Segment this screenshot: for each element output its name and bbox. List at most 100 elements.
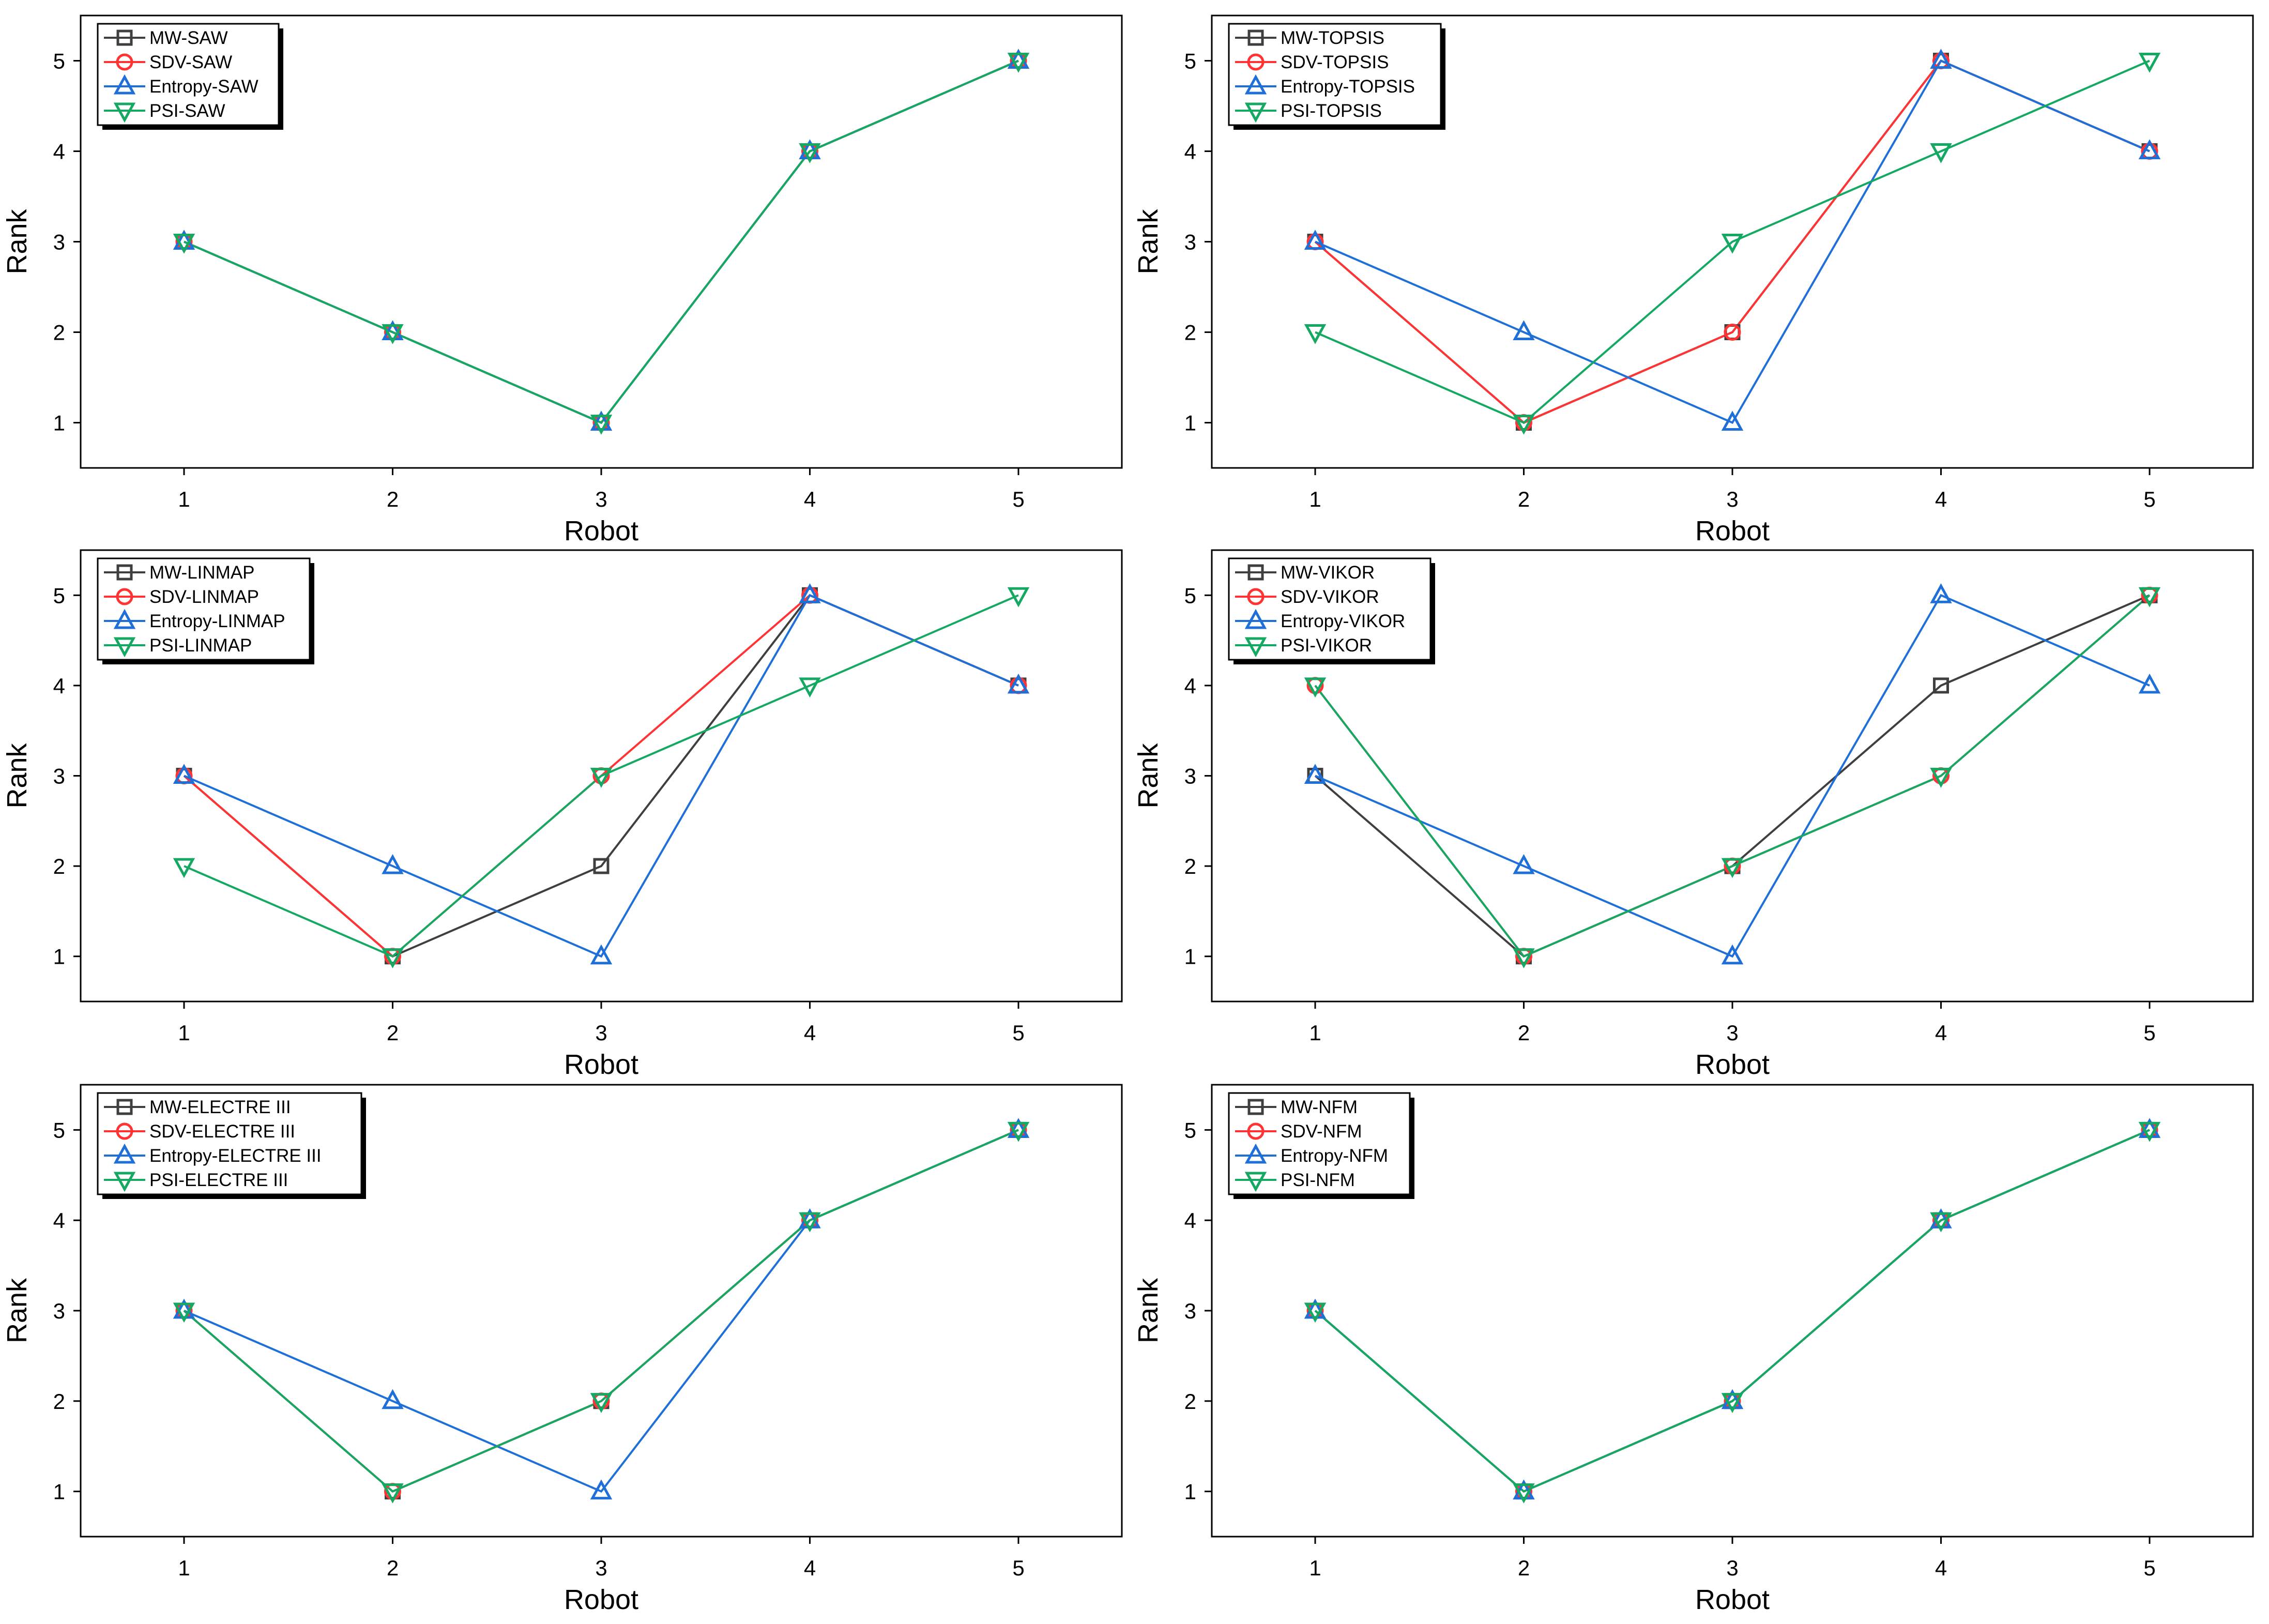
data-point <box>590 415 613 435</box>
y-tick-label: 1 <box>53 1480 65 1504</box>
data-point <box>2138 587 2161 608</box>
legend-label: SDV-NFM <box>1281 1121 1362 1142</box>
legend-marker <box>116 29 133 46</box>
data-point <box>1007 587 1030 608</box>
y-tick-label: 1 <box>53 411 65 435</box>
x-tick-label: 3 <box>1726 1556 1738 1580</box>
legend-marker <box>1247 564 1264 581</box>
legend-label: Entropy-LINMAP <box>149 611 285 631</box>
x-tick-label: 3 <box>595 1556 607 1580</box>
y-tick-label: 3 <box>1184 1299 1196 1323</box>
y-tick-label: 3 <box>53 230 65 254</box>
data-point <box>799 1212 821 1233</box>
data-point <box>382 854 404 874</box>
legend-label: PSI-LINMAP <box>149 635 252 656</box>
legend-marker <box>113 102 136 123</box>
x-axis-label: Robot <box>1695 1049 1770 1080</box>
data-point <box>1304 764 1327 784</box>
y-tick-label: 3 <box>1184 230 1196 254</box>
y-axis-label: Rank <box>1133 1278 1164 1343</box>
legend-label: SDV-ELECTRE III <box>149 1121 295 1142</box>
x-tick-label: 5 <box>2143 487 2155 511</box>
chart-panel-4: 1 2 3 4 5 1 2 3 4 5 Robot Rank MW-VIKOR SDV-VIKOR Entr… <box>1133 549 2254 1080</box>
legend-box <box>1228 1092 1411 1195</box>
data-point <box>382 948 404 968</box>
data-point <box>1721 944 1744 965</box>
data-point <box>1513 415 1535 435</box>
legend-marker <box>1247 1099 1264 1115</box>
legend-marker <box>113 1143 136 1164</box>
data-point <box>1721 411 1744 431</box>
legend-box <box>97 1092 362 1195</box>
y-tick-label: 3 <box>1184 764 1196 788</box>
data-point <box>1930 1212 1952 1233</box>
series-line <box>1314 594 2150 958</box>
y-tick-label: 4 <box>1184 140 1196 164</box>
legend-label: MW-SAW <box>149 28 228 48</box>
x-tick-label: 3 <box>1726 1021 1738 1045</box>
data-point <box>1930 583 1952 603</box>
data-point <box>1721 858 1744 878</box>
legend-marker <box>1244 637 1267 658</box>
y-tick-label: 2 <box>1184 854 1196 878</box>
y-tick-label: 2 <box>1184 321 1196 345</box>
series-line <box>184 594 1019 958</box>
y-axis-label: Rank <box>2 1278 33 1343</box>
x-axis-label: Robot <box>1695 1584 1770 1615</box>
y-tick-label: 2 <box>53 1389 65 1414</box>
legend-marker <box>1247 53 1265 71</box>
data-point <box>593 858 610 874</box>
x-tick-label: 2 <box>1518 1556 1530 1580</box>
x-axis-label: Robot <box>564 515 638 547</box>
x-axis-label: Robot <box>564 1584 638 1615</box>
legend-label: MW-LINMAP <box>149 563 255 583</box>
y-tick-label: 5 <box>1184 583 1196 608</box>
legend-label: PSI-VIKOR <box>1281 635 1372 656</box>
legend-label: SDV-SAW <box>149 52 232 72</box>
y-tick-label: 5 <box>1184 1118 1196 1142</box>
data-point <box>2138 139 2161 159</box>
y-tick-label: 5 <box>53 1118 65 1142</box>
data-point <box>799 143 821 163</box>
y-axis-label: Rank <box>1133 742 1164 808</box>
legend-marker <box>1244 102 1267 123</box>
legend-marker <box>116 1099 133 1115</box>
data-point <box>1721 234 1744 254</box>
legend-label: SDV-VIKOR <box>1281 587 1379 607</box>
data-point <box>1007 673 1030 694</box>
x-tick-label: 2 <box>387 1021 399 1045</box>
x-tick-label: 5 <box>2143 1021 2155 1045</box>
legend-box <box>1228 23 1442 126</box>
data-point <box>1930 49 1952 69</box>
legend-marker <box>116 564 133 581</box>
series-line <box>184 594 1019 958</box>
data-point <box>1513 854 1535 874</box>
data-point <box>1513 320 1535 340</box>
legend-label: Entropy-NFM <box>1281 1146 1388 1166</box>
legend-marker <box>113 609 136 629</box>
legend-marker <box>1244 609 1267 629</box>
x-tick-label: 1 <box>1309 1556 1321 1580</box>
data-point <box>590 1393 613 1413</box>
x-tick-label: 2 <box>387 487 399 511</box>
legend-box <box>97 557 311 661</box>
data-point <box>173 858 195 878</box>
data-point <box>382 324 404 344</box>
x-tick-label: 4 <box>804 487 816 511</box>
data-point <box>799 583 821 603</box>
series-line <box>1315 59 2150 424</box>
x-axis-label: Robot <box>1695 515 1770 547</box>
legend-label: Entropy-VIKOR <box>1281 611 1405 631</box>
legend-label: SDV-TOPSIS <box>1281 52 1389 72</box>
x-tick-label: 3 <box>1726 487 1738 511</box>
data-point <box>173 764 195 784</box>
y-axis-label: Rank <box>2 742 33 808</box>
legend-label: MW-VIKOR <box>1281 563 1375 583</box>
legend-marker <box>1247 588 1265 605</box>
legend-marker <box>116 53 133 71</box>
data-point <box>1724 324 1741 341</box>
data-point <box>1933 677 1949 694</box>
x-tick-label: 4 <box>1935 487 1947 511</box>
x-tick-label: 1 <box>178 487 190 511</box>
data-point <box>1304 1302 1327 1323</box>
